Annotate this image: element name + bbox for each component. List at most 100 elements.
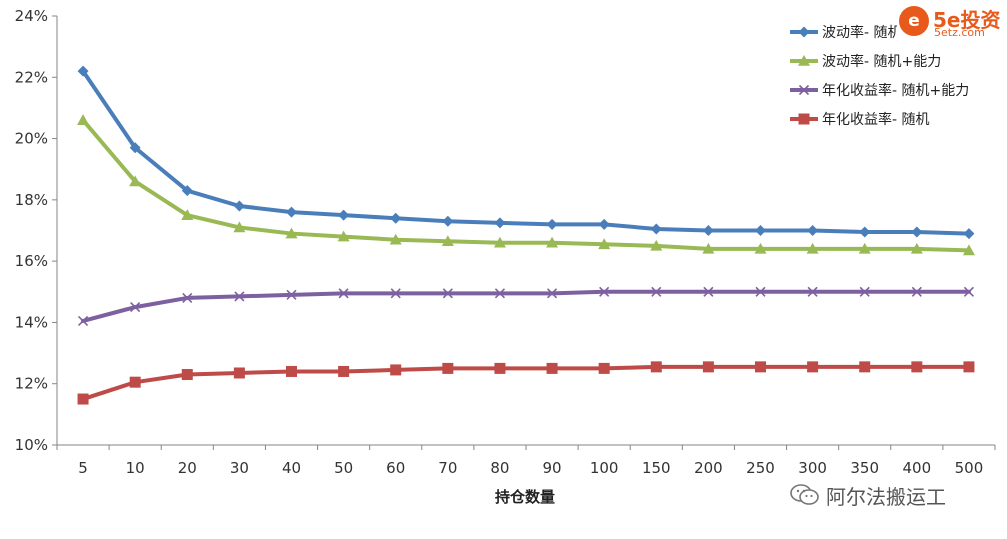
y-tick-label: 20%: [15, 130, 48, 148]
legend-item: 年化收益率- 随机: [790, 111, 930, 128]
data-point: [286, 365, 297, 377]
data-point: [286, 206, 297, 218]
data-point: [494, 217, 506, 229]
data-point: [963, 228, 975, 240]
wechat-icon: [790, 484, 819, 505]
legend-marker: [798, 26, 810, 38]
x-tick-label: 30: [230, 459, 249, 477]
legend-marker: [798, 113, 810, 125]
data-point: [755, 361, 766, 373]
logo: e 5e投资 5etz.com: [897, 4, 1001, 40]
legend-marker: [798, 84, 810, 96]
data-point: [546, 362, 558, 374]
data-point: [755, 286, 766, 297]
x-tick-label: 300: [798, 459, 827, 477]
data-point: [233, 367, 245, 379]
data-point: [754, 242, 767, 254]
x-axis-label: 持仓数量: [495, 488, 555, 506]
data-point: [859, 286, 870, 297]
x-tick-label: 150: [642, 459, 671, 477]
data-point: [441, 235, 454, 247]
series-1: [77, 65, 975, 240]
series-line: [81, 69, 971, 236]
x-tick-label: 90: [543, 459, 562, 477]
watermark: 阿尔法搬运工: [790, 480, 946, 510]
y-tick-label: 18%: [15, 191, 48, 209]
data-point: [702, 242, 715, 254]
data-point: [911, 226, 923, 238]
x-tick-label: 500: [955, 459, 984, 477]
data-point: [859, 361, 871, 373]
marker-stroke: [807, 286, 818, 297]
data-point: [129, 175, 142, 187]
data-point: [442, 362, 454, 374]
data-point: [77, 114, 90, 125]
data-point: [963, 361, 975, 373]
x-tick-label: 400: [903, 459, 932, 477]
data-point: [650, 239, 663, 251]
marker-stroke: [963, 286, 975, 297]
marker-stroke: [599, 286, 610, 297]
data-point: [546, 236, 559, 248]
data-point: [702, 225, 714, 236]
marker-stroke: [798, 84, 810, 96]
legend-marker: [798, 55, 810, 66]
series-4: [77, 361, 975, 405]
data-point: [77, 315, 89, 326]
data-point: [807, 225, 819, 236]
x-tick-label: 40: [282, 459, 301, 477]
x-tick-label: 60: [386, 459, 405, 477]
watermark-text: 阿尔法搬运工: [826, 484, 946, 509]
x-tick-label: 70: [438, 459, 457, 477]
data-point: [859, 226, 871, 238]
legend-item: 年化收益率- 随机+能力: [790, 82, 969, 99]
data-point: [233, 221, 246, 233]
x-tick-label: 80: [490, 459, 509, 477]
data-point: [494, 362, 506, 374]
data-point: [182, 292, 193, 303]
x-tick-label: 20: [178, 459, 197, 477]
y-axis-ticks: 10% 12% 14% 16% 18% 20% 22% 24%: [15, 7, 57, 454]
legend-label: 年化收益率- 随机: [822, 111, 930, 128]
marker-stroke: [442, 288, 453, 299]
data-point: [338, 209, 350, 221]
data-point: [390, 212, 402, 224]
data-point: [390, 364, 402, 376]
legend-label: 年化收益率- 随机+能力: [822, 82, 969, 99]
data-point: [963, 286, 975, 297]
data-point: [181, 185, 193, 197]
legend-item: 波动率- 随机: [790, 24, 902, 41]
legend-label: 波动率- 随机: [822, 24, 902, 41]
data-point: [546, 288, 558, 299]
legend-label: 波动率- 随机+能力: [822, 53, 941, 70]
data-point: [285, 227, 298, 239]
y-tick-label: 16%: [15, 252, 48, 270]
data-point: [494, 288, 506, 299]
data-point: [858, 242, 871, 254]
marker-stroke: [494, 288, 506, 299]
marker-stroke: [182, 292, 193, 303]
y-tick-label: 10%: [15, 436, 48, 454]
x-tick-label: 10: [126, 459, 145, 477]
x-tick-label: 200: [694, 459, 723, 477]
marker-stroke: [651, 286, 662, 297]
data-point: [806, 242, 819, 254]
series-line: [81, 118, 971, 253]
data-point: [234, 291, 245, 302]
data-point: [598, 362, 610, 374]
data-point: [442, 288, 453, 299]
y-tick-label: 12%: [15, 375, 48, 393]
data-point: [493, 236, 506, 248]
marker-stroke: [390, 288, 401, 299]
data-point: [389, 233, 402, 245]
data-point: [390, 288, 401, 299]
marker-stroke: [546, 288, 558, 299]
data-point: [962, 244, 975, 256]
data-point: [286, 289, 297, 300]
data-point: [130, 302, 141, 313]
data-point: [755, 225, 766, 236]
marker-stroke: [703, 286, 714, 297]
data-point: [702, 361, 714, 373]
x-tick-label: 50: [334, 459, 353, 477]
